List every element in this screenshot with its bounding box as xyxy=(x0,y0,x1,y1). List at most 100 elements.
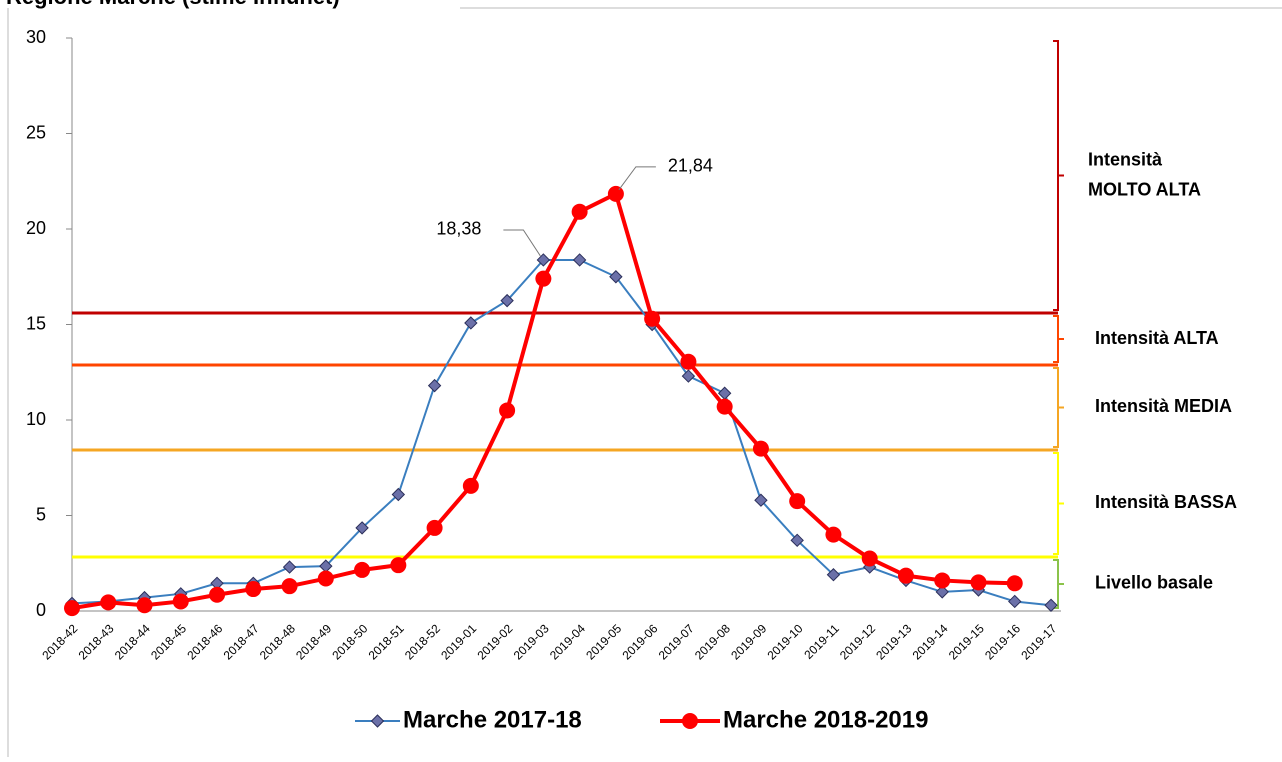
band-label: MOLTO ALTA xyxy=(1088,179,1201,199)
marker xyxy=(464,316,478,330)
y-tick-label: 0 xyxy=(36,600,46,620)
marker xyxy=(355,521,369,535)
y-tick-label: 20 xyxy=(26,218,46,238)
x-tick-label: 2018-42 xyxy=(39,621,80,662)
marker xyxy=(317,570,334,587)
x-tick-label: 2018-43 xyxy=(76,621,117,662)
band-label: Intensità xyxy=(1088,149,1163,169)
marker xyxy=(571,203,588,220)
x-tick-label: 2019-14 xyxy=(910,621,951,662)
marker xyxy=(680,353,697,370)
x-tick-label: 2019-01 xyxy=(438,621,479,662)
x-tick-label: 2018-46 xyxy=(184,621,225,662)
series-line xyxy=(71,258,1052,607)
marker xyxy=(245,581,262,598)
marker xyxy=(535,270,552,287)
band-label: Intensità MEDIA xyxy=(1095,396,1232,416)
marker xyxy=(935,585,949,599)
marker xyxy=(1044,598,1058,612)
marker xyxy=(825,526,842,543)
marker xyxy=(136,597,153,614)
marker xyxy=(790,533,804,548)
legend-label: Marche 2018-2019 xyxy=(723,706,928,733)
marker xyxy=(100,594,117,611)
marker xyxy=(609,270,623,284)
marker xyxy=(754,493,768,507)
band-bracket xyxy=(1053,451,1064,555)
label-leader xyxy=(503,229,541,257)
x-tick-label: 2019-15 xyxy=(946,621,987,662)
x-tick-label: 2019-04 xyxy=(547,621,588,662)
y-tick-label: 30 xyxy=(26,27,46,47)
marker xyxy=(499,402,516,419)
marker xyxy=(354,561,371,578)
x-tick-label: 2018-49 xyxy=(293,621,334,662)
marker xyxy=(934,572,951,589)
y-tick-label: 5 xyxy=(36,504,46,524)
marker xyxy=(572,253,587,267)
x-tick-label: 2019-05 xyxy=(583,621,624,662)
marker xyxy=(789,493,806,510)
chart-title: Regione Marche (stime Influnet) xyxy=(6,0,340,9)
band-bracket xyxy=(1053,315,1064,363)
band-label: Intensità ALTA xyxy=(1095,328,1219,348)
legend-label: Marche 2017-18 xyxy=(403,706,582,733)
x-tick-label: 2018-47 xyxy=(221,621,262,662)
marker xyxy=(607,185,624,202)
marker xyxy=(281,578,298,595)
x-tick-label: 2019-11 xyxy=(801,621,842,662)
marker xyxy=(716,398,733,415)
x-tick-label: 2018-44 xyxy=(112,621,153,662)
band-label: Intensità BASSA xyxy=(1095,492,1237,512)
x-tick-label: 2019-16 xyxy=(982,621,1023,662)
marker xyxy=(536,253,551,267)
marker xyxy=(970,574,987,591)
x-tick-label: 2019-06 xyxy=(619,621,660,662)
marker xyxy=(427,378,442,393)
marker xyxy=(462,477,479,494)
band-bracket xyxy=(1053,366,1064,448)
x-tick-label: 2018-45 xyxy=(148,621,189,662)
marker xyxy=(282,560,297,574)
marker xyxy=(64,600,80,617)
marker xyxy=(172,593,189,610)
x-tick-label: 2018-51 xyxy=(366,621,407,662)
marker xyxy=(826,568,841,582)
band-label: Livello basale xyxy=(1095,573,1213,593)
x-tick-label: 2019-10 xyxy=(765,621,806,662)
marker xyxy=(426,519,443,536)
x-tick-label: 2019-13 xyxy=(873,621,914,662)
x-tick-label: 2019-09 xyxy=(728,621,769,662)
marker xyxy=(752,440,769,457)
label-leader xyxy=(618,166,656,191)
y-tick-label: 25 xyxy=(26,122,46,142)
marker xyxy=(391,487,406,502)
x-tick-label: 2018-52 xyxy=(402,621,443,662)
x-tick-label: 2019-03 xyxy=(511,621,552,662)
legend-marker xyxy=(682,713,698,729)
marker xyxy=(1008,594,1022,609)
marker xyxy=(717,386,732,400)
x-tick-label: 2018-50 xyxy=(329,621,370,662)
x-tick-label: 2019-02 xyxy=(474,621,515,662)
marker xyxy=(500,293,514,308)
marker xyxy=(644,310,661,327)
marker xyxy=(209,586,226,603)
data-label: 18,38 xyxy=(436,219,481,239)
marker xyxy=(1006,575,1023,592)
y-tick-label: 10 xyxy=(26,409,46,429)
band-bracket xyxy=(1053,558,1064,609)
marker xyxy=(390,557,407,574)
x-tick-label: 2018-48 xyxy=(257,621,298,662)
marker xyxy=(897,567,914,584)
x-tick-label: 2019-07 xyxy=(656,621,697,662)
data-label: 21,84 xyxy=(668,156,713,176)
y-tick-label: 15 xyxy=(26,313,46,333)
band-bracket xyxy=(1053,40,1064,312)
marker xyxy=(681,369,696,383)
marker xyxy=(861,550,878,567)
x-tick-label: 2019-08 xyxy=(692,621,733,662)
x-tick-label: 2019-12 xyxy=(837,621,878,662)
